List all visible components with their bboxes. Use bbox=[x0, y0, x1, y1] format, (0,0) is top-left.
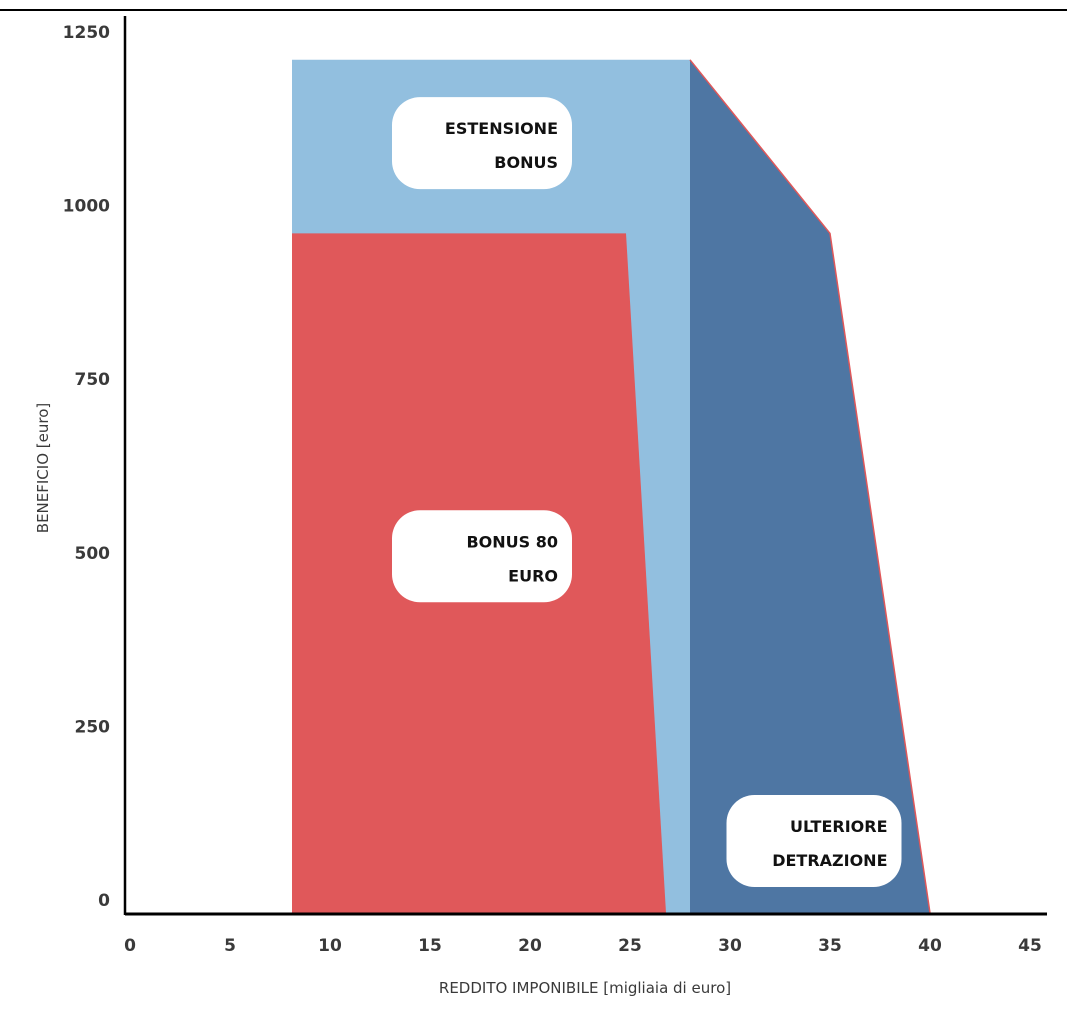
x-tick-label: 40 bbox=[918, 936, 942, 956]
y-tick-label: 0 bbox=[98, 891, 110, 911]
y-tick-label: 1000 bbox=[63, 197, 110, 217]
y-tick-label: 500 bbox=[75, 544, 111, 564]
annotation-background bbox=[392, 97, 572, 190]
annotation-text: ULTERIORE bbox=[790, 817, 888, 836]
x-tick-label: 35 bbox=[818, 936, 842, 956]
y-tick-label: 1250 bbox=[63, 23, 110, 43]
x-tick-labels: 0 5 10 15 20 25 30 35 40 45 bbox=[124, 936, 1042, 956]
y-axis-label: BENEFICIO [euro] bbox=[34, 403, 52, 533]
x-tick-label: 25 bbox=[618, 936, 642, 956]
annotation-box: ULTERIORE DETRAZIONE bbox=[726, 795, 902, 887]
area-edge-line bbox=[689, 59, 931, 914]
area-ulteriore-detrazione bbox=[690, 59, 930, 914]
y-tick-labels: 0 250 500 750 1000 1250 bbox=[63, 23, 110, 911]
annotation-background bbox=[392, 510, 572, 603]
x-tick-label: 5 bbox=[224, 936, 236, 956]
annotation-text: ESTENSIONE bbox=[445, 119, 558, 138]
annotation-text: BONUS 80 bbox=[466, 532, 558, 551]
y-tick-label: 750 bbox=[75, 370, 111, 390]
annotation-text: DETRAZIONE bbox=[772, 851, 887, 870]
x-tick-label: 10 bbox=[318, 936, 342, 956]
annotation-background bbox=[726, 795, 902, 887]
annotation-box: ESTENSIONE BONUS bbox=[392, 97, 572, 190]
annotation-text: EURO bbox=[508, 566, 558, 585]
x-tick-label: 30 bbox=[718, 936, 742, 956]
annotation-box: BONUS 80 EURO bbox=[392, 510, 572, 603]
chart-annotations: ESTENSIONE BONUS BONUS 80 EURO ULTERIORE DETR… bbox=[392, 97, 902, 887]
chart-areas bbox=[292, 59, 931, 914]
y-tick-label: 250 bbox=[75, 717, 111, 737]
x-tick-label: 0 bbox=[124, 936, 136, 956]
x-axis-label: REDDITO IMPONIBILE [migliaia di euro] bbox=[439, 979, 731, 997]
x-tick-label: 45 bbox=[1018, 936, 1042, 956]
x-tick-label: 15 bbox=[418, 936, 442, 956]
x-tick-label: 20 bbox=[518, 936, 542, 956]
annotation-text: BONUS bbox=[494, 153, 558, 172]
